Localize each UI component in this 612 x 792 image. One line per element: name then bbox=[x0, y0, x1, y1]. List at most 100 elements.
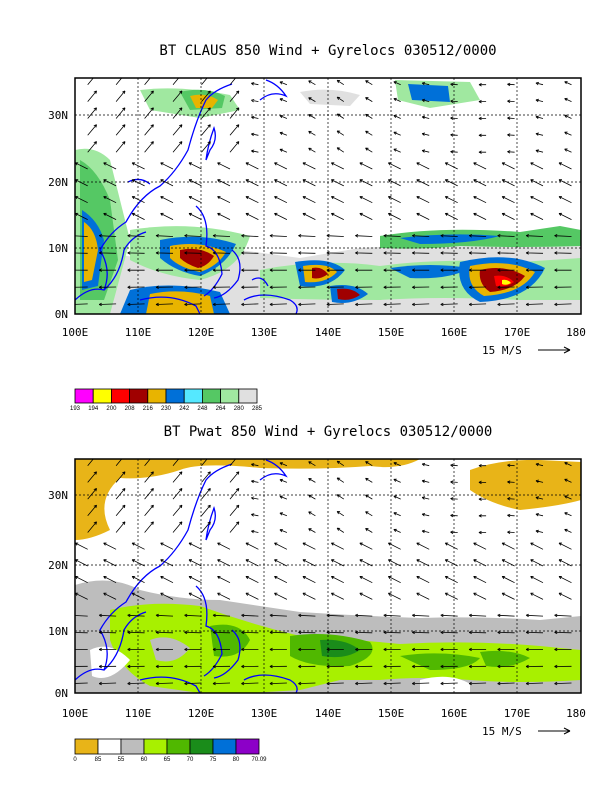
wind-vector bbox=[387, 162, 401, 170]
wind-vector bbox=[421, 479, 430, 484]
colorbar-label: 70.09 bbox=[251, 757, 267, 763]
wind-vector bbox=[535, 115, 544, 120]
wind-vector bbox=[558, 196, 572, 204]
wind-vector bbox=[416, 576, 430, 584]
wind-vector bbox=[330, 179, 344, 187]
wind-vector bbox=[359, 576, 373, 584]
colorbar-label: 0 bbox=[73, 757, 77, 763]
wind-vector bbox=[245, 196, 259, 204]
wind-vector bbox=[468, 630, 487, 635]
wind-vector bbox=[188, 162, 202, 170]
wind-vector bbox=[115, 521, 126, 533]
wind-vector bbox=[478, 116, 487, 121]
wind-vector bbox=[274, 179, 288, 187]
wind-vector bbox=[245, 179, 259, 187]
wind-vector bbox=[421, 529, 430, 534]
wind-vector bbox=[507, 133, 515, 137]
wind-vector bbox=[412, 647, 430, 652]
wind-vector bbox=[172, 107, 183, 119]
wind-vector bbox=[98, 664, 117, 669]
wind-vector bbox=[155, 664, 174, 669]
wind-vector bbox=[127, 268, 145, 272]
wind-vector bbox=[131, 196, 145, 204]
wind-vector bbox=[229, 521, 240, 533]
wind-vector bbox=[245, 576, 259, 584]
wind-vector bbox=[308, 130, 316, 136]
wind-vector bbox=[387, 542, 401, 550]
wind-vector bbox=[387, 559, 401, 567]
wind-vector bbox=[326, 630, 344, 635]
wind-vector bbox=[201, 78, 208, 85]
wind-vector bbox=[251, 115, 259, 120]
wind-vector bbox=[554, 268, 572, 272]
wind-vector bbox=[279, 81, 288, 86]
wind-vector bbox=[155, 647, 173, 652]
wind-vector bbox=[302, 592, 316, 600]
wind-vector bbox=[440, 647, 458, 652]
wind-vector bbox=[355, 647, 373, 652]
wind-vector bbox=[440, 613, 458, 618]
wind-vector bbox=[245, 162, 259, 170]
wind-vector bbox=[172, 521, 183, 533]
wind-vector bbox=[365, 528, 373, 533]
wind-vector bbox=[359, 179, 373, 187]
wind-vector bbox=[468, 234, 487, 238]
wind-vector bbox=[564, 495, 572, 500]
wind-vector bbox=[308, 97, 316, 102]
wind-vector bbox=[115, 459, 123, 466]
wind-vector bbox=[336, 147, 345, 153]
wind-vector bbox=[251, 463, 259, 467]
wind-vector bbox=[383, 234, 401, 238]
wind-vector bbox=[144, 141, 154, 153]
wind-vector bbox=[245, 212, 259, 220]
wind-vector bbox=[160, 162, 174, 170]
wind-vector bbox=[497, 234, 515, 238]
wind-vector bbox=[172, 488, 183, 500]
wind-vector bbox=[365, 130, 373, 136]
wind-vector bbox=[98, 302, 117, 307]
wind-vector bbox=[412, 664, 430, 669]
wind-vector bbox=[444, 542, 458, 550]
wind-vector bbox=[336, 460, 345, 467]
wind-vector bbox=[326, 647, 344, 652]
colorbar-swatch bbox=[143, 738, 168, 755]
wind-vector bbox=[229, 90, 240, 102]
wind-vector bbox=[98, 647, 117, 652]
wind-vector bbox=[501, 212, 515, 220]
wind-vector bbox=[251, 149, 259, 153]
wind-vector bbox=[473, 592, 487, 600]
wind-vector bbox=[241, 681, 259, 686]
colorbar-swatch bbox=[74, 388, 94, 404]
bottom-colorbar: 0 85 55 60 65 70 75 80 70.09 bbox=[73, 738, 267, 763]
wind-vector bbox=[98, 630, 117, 635]
bottom-chart-title: BT Pwat 850 Wind + Gyrelocs 030512/0000 bbox=[164, 424, 493, 440]
wind-vector bbox=[507, 480, 515, 484]
wind-vector bbox=[269, 681, 287, 686]
wind-vector bbox=[217, 212, 231, 220]
wind-vector bbox=[103, 559, 117, 567]
wind-vector bbox=[501, 576, 515, 584]
colorbar-label: 75 bbox=[210, 757, 217, 763]
wind-vector bbox=[365, 511, 373, 517]
wind-vector bbox=[554, 302, 572, 307]
wind-vector bbox=[387, 212, 401, 220]
wind-vector bbox=[365, 461, 373, 467]
colorbar-swatch bbox=[129, 388, 149, 404]
wind-vector bbox=[115, 488, 126, 500]
wind-vector bbox=[172, 459, 180, 466]
wind-vector bbox=[75, 665, 88, 667]
wind-vector bbox=[131, 592, 145, 600]
wind-vector bbox=[535, 529, 544, 534]
bottom-coastlines bbox=[75, 459, 298, 693]
wind-vector bbox=[127, 251, 145, 255]
wind-vector bbox=[473, 162, 487, 170]
wind-vector bbox=[530, 576, 544, 584]
wind-vector bbox=[383, 630, 401, 635]
wind-vector bbox=[103, 576, 117, 584]
wind-vector bbox=[554, 630, 572, 635]
wind-vector bbox=[217, 559, 231, 567]
wind-vector bbox=[298, 630, 316, 635]
wind-vector bbox=[274, 542, 288, 550]
wind-vector bbox=[478, 480, 487, 485]
wind-vector bbox=[217, 162, 231, 170]
